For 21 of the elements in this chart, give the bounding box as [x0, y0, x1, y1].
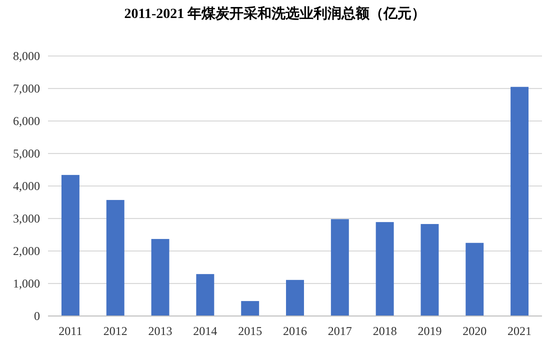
xtick: 2018 — [372, 324, 397, 338]
xtick: 2011 — [58, 324, 82, 338]
title: 2011-2021 年煤炭开采和洗选业利润总额（亿元） — [124, 7, 426, 22]
xtick: 2021 — [508, 324, 532, 338]
xtick: 2014 — [193, 324, 218, 338]
xtick: 2020 — [462, 324, 487, 338]
xtick: 2016 — [283, 324, 307, 338]
ytick: 8,000 — [13, 49, 40, 63]
xtick: 2015 — [238, 324, 262, 338]
ytick: 5,000 — [13, 146, 40, 160]
ytick: 1,000 — [13, 276, 40, 290]
ytick: 6,000 — [13, 114, 40, 128]
ytick: 4,000 — [13, 179, 40, 193]
xtick: 2019 — [418, 324, 442, 338]
ytick: 3,000 — [13, 212, 40, 226]
xtick: 2012 — [103, 324, 128, 338]
xtick: 2017 — [328, 324, 352, 338]
ytick: 0 — [34, 309, 40, 323]
ytick: 7,000 — [13, 82, 40, 96]
xtick: 2013 — [148, 324, 172, 338]
ytick: 2,000 — [13, 244, 40, 258]
